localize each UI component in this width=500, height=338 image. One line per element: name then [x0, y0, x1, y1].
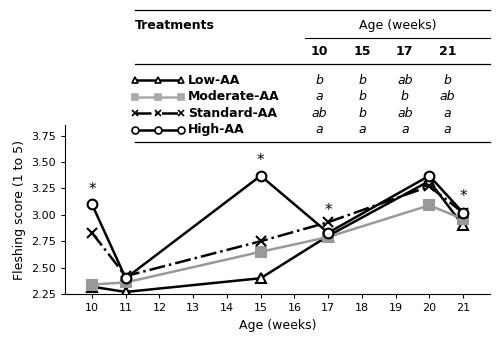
Text: b: b	[358, 74, 366, 87]
Text: ab: ab	[312, 107, 328, 120]
Text: 10: 10	[311, 45, 328, 58]
Text: High-AA: High-AA	[188, 123, 245, 136]
Text: 15: 15	[354, 45, 371, 58]
Text: a: a	[444, 123, 451, 136]
Text: *: *	[257, 153, 264, 168]
Text: a: a	[316, 123, 324, 136]
Text: ab: ab	[397, 74, 412, 87]
Text: Standard-AA: Standard-AA	[188, 107, 277, 120]
Text: 17: 17	[396, 45, 413, 58]
Text: ab: ab	[440, 90, 455, 103]
Text: *: *	[324, 203, 332, 218]
Y-axis label: Fleshing score (1 to 5): Fleshing score (1 to 5)	[12, 140, 26, 280]
Text: *: *	[459, 189, 467, 204]
Text: Low-AA: Low-AA	[188, 74, 240, 87]
Text: ab: ab	[397, 107, 412, 120]
Text: a: a	[358, 123, 366, 136]
Text: a: a	[316, 90, 324, 103]
Text: b: b	[358, 107, 366, 120]
Text: a: a	[401, 123, 408, 136]
Text: *: *	[88, 182, 96, 197]
Text: Age (weeks): Age (weeks)	[359, 19, 436, 32]
X-axis label: Age (weeks): Age (weeks)	[239, 319, 316, 332]
Text: Moderate-AA: Moderate-AA	[188, 90, 280, 103]
Text: b: b	[444, 74, 452, 87]
Text: 21: 21	[438, 45, 456, 58]
Text: Treatments: Treatments	[135, 19, 215, 32]
Text: b: b	[358, 90, 366, 103]
Text: a: a	[444, 107, 451, 120]
Text: b: b	[316, 74, 324, 87]
Text: b: b	[401, 90, 408, 103]
